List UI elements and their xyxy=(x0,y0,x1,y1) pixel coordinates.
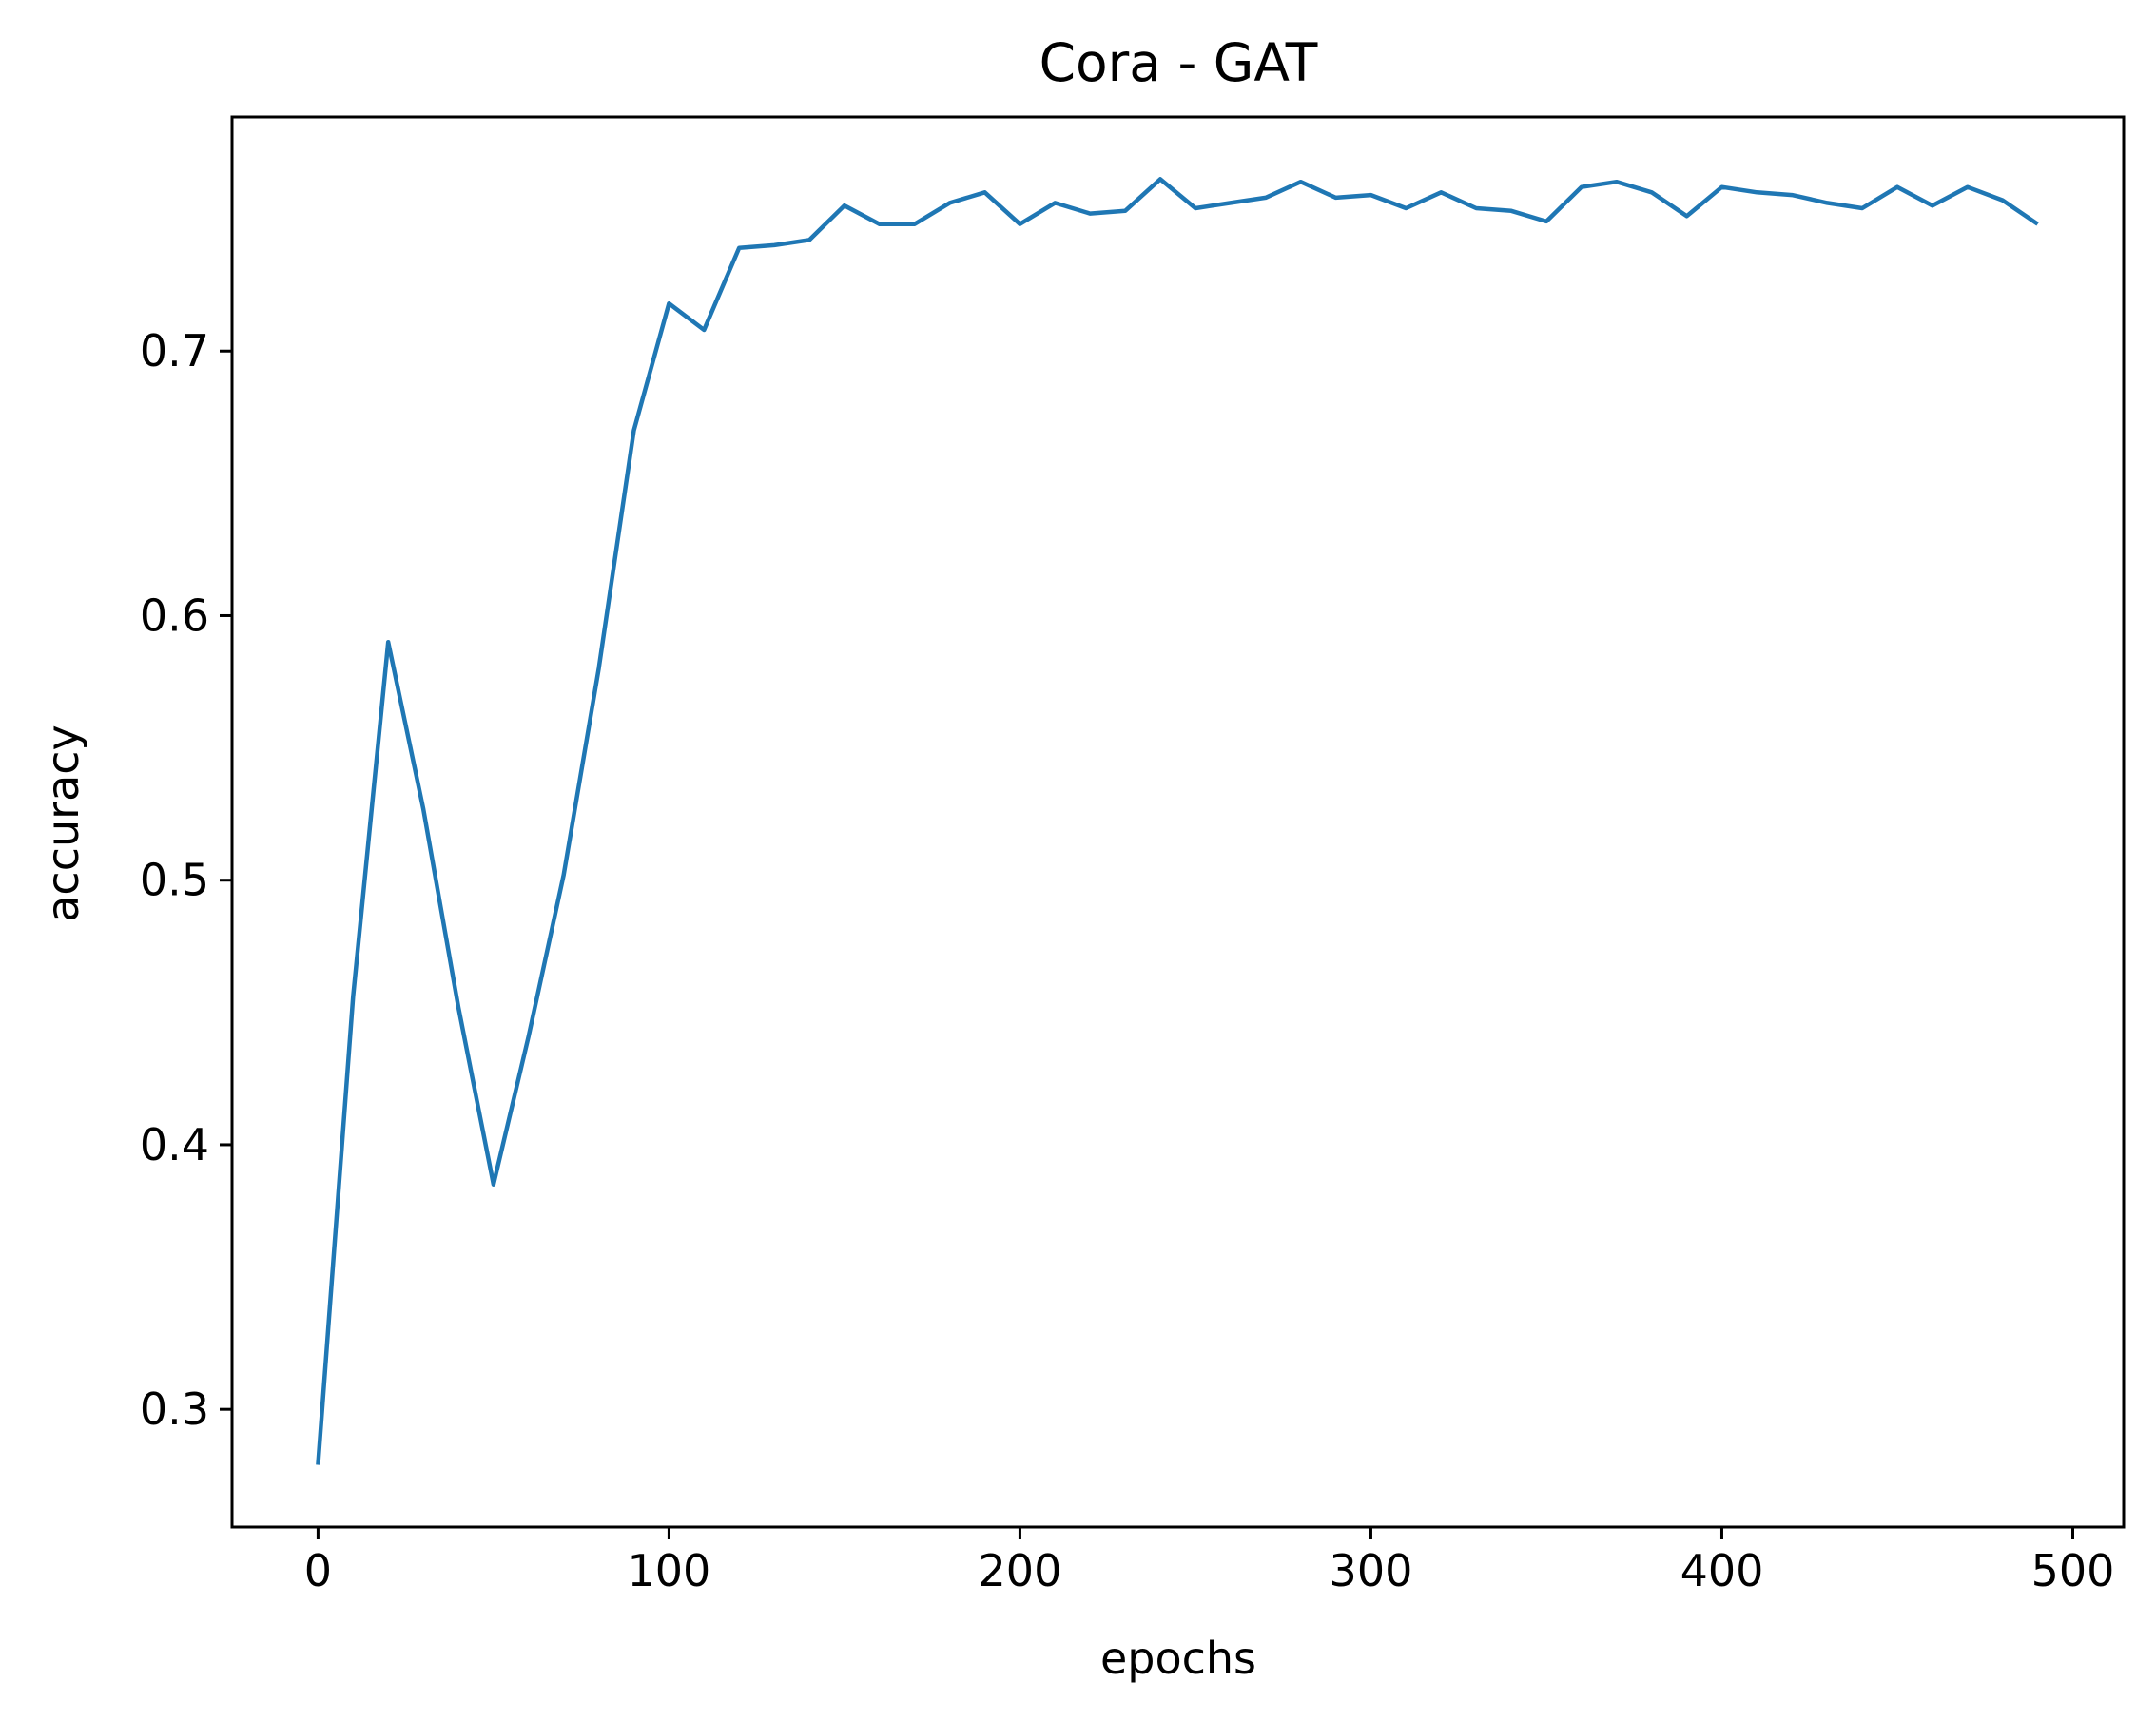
x-tick-label: 500 xyxy=(2031,1545,2115,1596)
x-tick-label: 300 xyxy=(1330,1545,1413,1596)
accuracy-series-line xyxy=(316,177,2039,1465)
y-tick-label: 0.4 xyxy=(140,1119,209,1170)
x-axis-ticks: 0 100 200 300 400 500 xyxy=(304,1527,2115,1596)
x-tick-label: 0 xyxy=(304,1545,332,1596)
y-axis-ticks: 0.3 0.4 0.5 0.6 0.7 xyxy=(140,325,232,1435)
x-tick-label: 200 xyxy=(979,1545,1062,1596)
y-tick-label: 0.6 xyxy=(140,590,209,641)
x-tick-label: 100 xyxy=(628,1545,711,1596)
y-axis-label: accuracy xyxy=(37,725,88,922)
y-tick-label: 0.7 xyxy=(140,325,209,377)
plot-area-frame xyxy=(230,115,2126,1529)
x-tick-label: 400 xyxy=(1680,1545,1764,1596)
series-layer xyxy=(316,177,2039,1465)
chart-title: Cora - GAT xyxy=(1039,32,1318,93)
y-tick-label: 0.3 xyxy=(140,1383,209,1435)
y-tick-label: 0.5 xyxy=(140,855,209,906)
x-axis-label: epochs xyxy=(1100,1633,1256,1684)
